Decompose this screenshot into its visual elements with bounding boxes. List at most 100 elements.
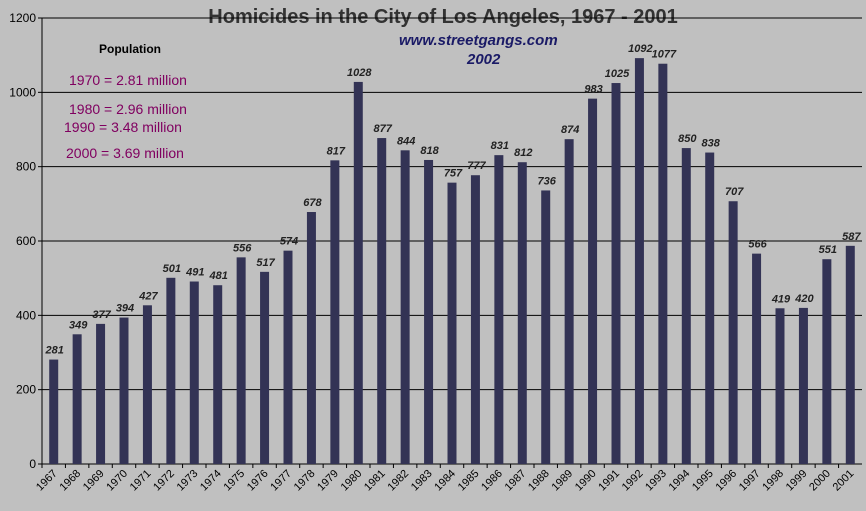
bar-1977 [283, 250, 293, 464]
data-label-1971: 427 [138, 290, 158, 302]
bar-1968 [72, 334, 82, 464]
data-label-1972: 501 [163, 263, 181, 275]
data-label-1996: 707 [725, 186, 744, 198]
y-tick-label-400: 400 [16, 308, 36, 322]
data-label-1988: 736 [538, 175, 557, 187]
bar-1981 [377, 138, 387, 464]
x-tick-label-1998: 1998 [760, 468, 786, 494]
bar-1979 [330, 160, 340, 464]
bar-1976 [260, 271, 270, 464]
x-tick-label-1990: 1990 [573, 468, 599, 494]
bar-1970 [119, 317, 129, 464]
bar-1987 [517, 162, 527, 464]
population-1990: 1990 = 3.48 million [64, 119, 182, 135]
x-tick-label-1997: 1997 [737, 468, 763, 494]
bar-1999 [798, 307, 808, 464]
data-label-1991: 1025 [605, 68, 630, 80]
data-label-1999: 420 [794, 293, 814, 305]
data-label-1985: 777 [467, 160, 486, 172]
x-tick-label-1970: 1970 [104, 468, 130, 494]
data-labels: 281 349 377 394 427 501 491 481 556 517 574 678 817 1… [45, 43, 862, 356]
bar-1969 [96, 323, 106, 464]
data-label-1998: 419 [771, 293, 791, 305]
bar-1989 [564, 139, 574, 464]
x-tick-label-1979: 1979 [315, 468, 341, 494]
bar-1978 [306, 212, 316, 464]
bar-1986 [494, 155, 504, 464]
data-label-1993: 1077 [652, 49, 677, 61]
x-tick-label-1980: 1980 [339, 468, 365, 494]
bar-1973 [189, 281, 199, 464]
x-tick-label-1971: 1971 [128, 468, 154, 494]
data-label-1974: 481 [209, 270, 228, 282]
bar-1972 [166, 277, 176, 464]
bar-1971 [142, 305, 152, 464]
x-tick-label-1987: 1987 [503, 468, 529, 494]
bar-1975 [236, 257, 246, 464]
data-label-1969: 377 [92, 309, 111, 321]
data-label-1983: 818 [420, 145, 439, 157]
x-tick-label-1969: 1969 [81, 468, 107, 494]
bar-1985 [470, 175, 480, 464]
source-year-text: 2002 [467, 51, 501, 68]
y-tick-label-1200: 1200 [9, 11, 36, 25]
y-tick-label-0: 0 [29, 457, 36, 471]
bar-1993 [658, 63, 668, 465]
source-website: www.streetgangs.com [399, 32, 558, 50]
x-tick-label-1968: 1968 [57, 468, 83, 494]
data-label-1967: 281 [45, 345, 64, 357]
x-tick-label-1973: 1973 [175, 468, 201, 494]
x-tick-label-1975: 1975 [221, 468, 247, 494]
x-tick-label-1988: 1988 [526, 468, 552, 494]
x-tick-label-1974: 1974 [198, 468, 224, 494]
x-tick-label-1989: 1989 [549, 468, 575, 494]
x-tick-label-2000: 2000 [807, 468, 833, 494]
bar-1998 [775, 308, 785, 464]
data-label-2000: 551 [819, 244, 837, 256]
x-tick-label-1995: 1995 [690, 468, 716, 494]
bar-1983 [424, 159, 434, 464]
data-label-1990: 983 [584, 84, 602, 96]
bar-1994 [681, 148, 691, 465]
population-header: Population [99, 42, 161, 56]
data-label-1977: 574 [280, 236, 298, 248]
x-tick-label-1996: 1996 [713, 468, 739, 494]
data-label-1975: 556 [233, 242, 252, 254]
x-tick-label-1967: 1967 [34, 468, 60, 494]
data-label-1981: 877 [374, 123, 393, 135]
source-year: 2002 [467, 51, 500, 69]
x-axis: 1967196819691970197119721973197419751976… [34, 464, 856, 493]
bar-1974 [213, 285, 223, 464]
source-website-text: www.streetgangs.com [399, 32, 558, 49]
bar-1982 [400, 150, 410, 464]
data-label-1997: 566 [748, 239, 767, 251]
data-label-1973: 491 [185, 267, 204, 279]
data-label-1986: 831 [491, 140, 509, 152]
y-tick-label-600: 600 [16, 234, 36, 248]
x-tick-label-1978: 1978 [292, 468, 318, 494]
chart-title: Homicides in the City of Los Angeles, 19… [208, 6, 677, 28]
x-tick-label-1993: 1993 [643, 468, 669, 494]
y-tick-label-800: 800 [16, 160, 36, 174]
data-label-1979: 817 [327, 145, 346, 157]
data-label-1995: 838 [702, 138, 721, 150]
x-tick-label-1994: 1994 [667, 468, 693, 494]
bar-1995 [705, 152, 715, 464]
x-tick-label-1991: 1991 [596, 468, 622, 494]
bar-2000 [822, 259, 832, 464]
population-2000: 2000 = 3.69 million [66, 145, 184, 161]
data-label-1992: 1092 [628, 43, 652, 55]
data-label-1989: 874 [561, 124, 579, 136]
data-label-1994: 850 [678, 133, 697, 145]
x-tick-label-1972: 1972 [151, 468, 177, 494]
data-label-2001: 587 [842, 231, 861, 243]
x-tick-label-1992: 1992 [620, 468, 646, 494]
x-tick-label-2001: 2001 [831, 468, 857, 494]
bar-2001 [845, 245, 855, 464]
bar-1988 [541, 190, 551, 464]
x-tick-label-1984: 1984 [432, 468, 458, 494]
data-label-1976: 517 [256, 257, 275, 269]
x-tick-label-1986: 1986 [479, 468, 505, 494]
bar-1967 [49, 359, 59, 464]
